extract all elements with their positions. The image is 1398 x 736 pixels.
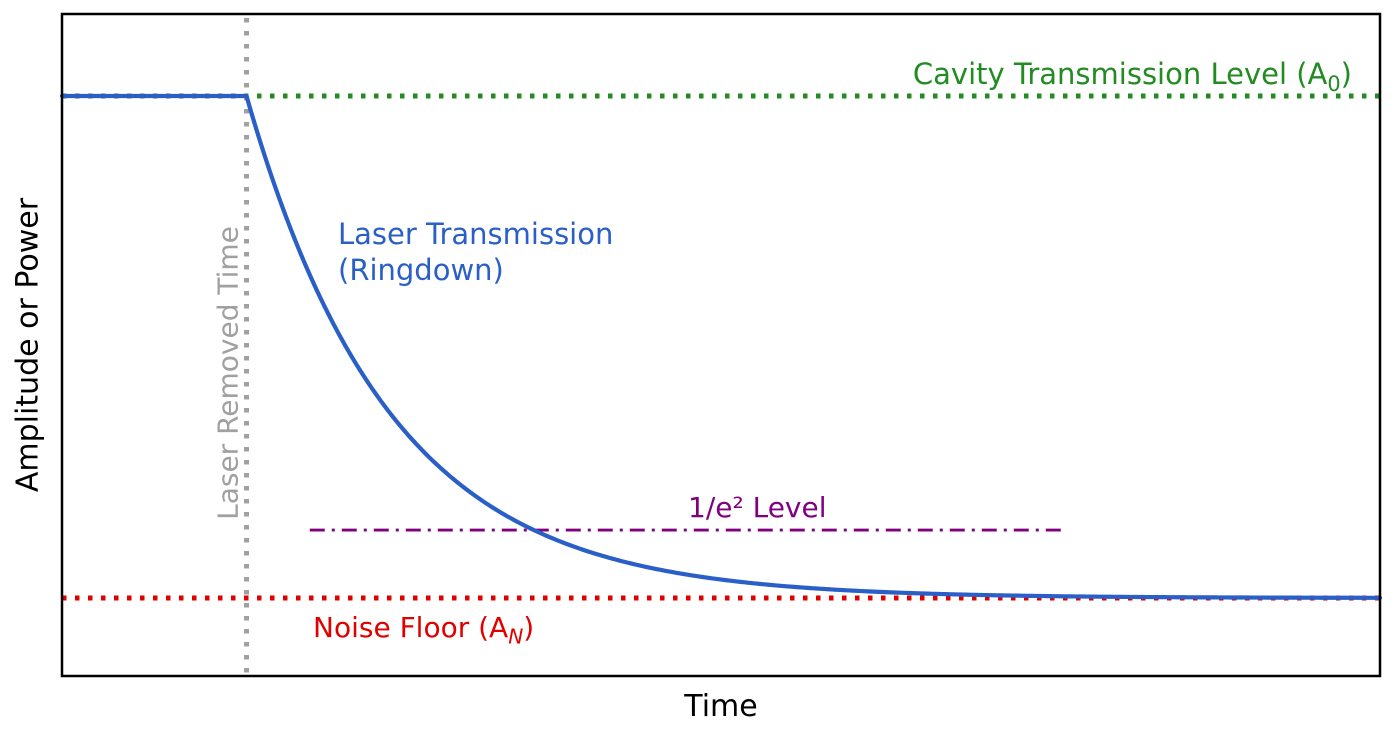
y-axis-label: Amplitude or Power <box>10 197 46 493</box>
cavity-label-text: Cavity Transmission Level (A <box>912 57 1328 91</box>
laser-transmission-label-line2: (Ringdown) <box>338 253 504 288</box>
cavity-label-subscript: 0 <box>1327 71 1341 96</box>
x-axis-label: Time <box>684 689 758 724</box>
noise-floor-label: Noise Floor (AN) <box>313 610 535 647</box>
noise-label-text: Noise Floor (A <box>313 611 509 644</box>
laser-removed-time-label: Laser Removed Time <box>211 226 245 520</box>
laser-transmission-label: Laser Transmission (Ringdown) <box>338 216 613 289</box>
laser-transmission-label-line1: Laser Transmission <box>338 217 614 251</box>
ringdown-curve <box>59 93 1383 600</box>
noise-label-close: ) <box>523 611 535 644</box>
noise-label-subscript: N <box>508 624 524 649</box>
cavity-transmission-label: Cavity Transmission Level (A0) <box>912 56 1352 94</box>
cavity-label-close: ) <box>1340 57 1352 91</box>
plot-border <box>60 12 1382 678</box>
e2-level-label: 1/e² Level <box>688 491 827 524</box>
